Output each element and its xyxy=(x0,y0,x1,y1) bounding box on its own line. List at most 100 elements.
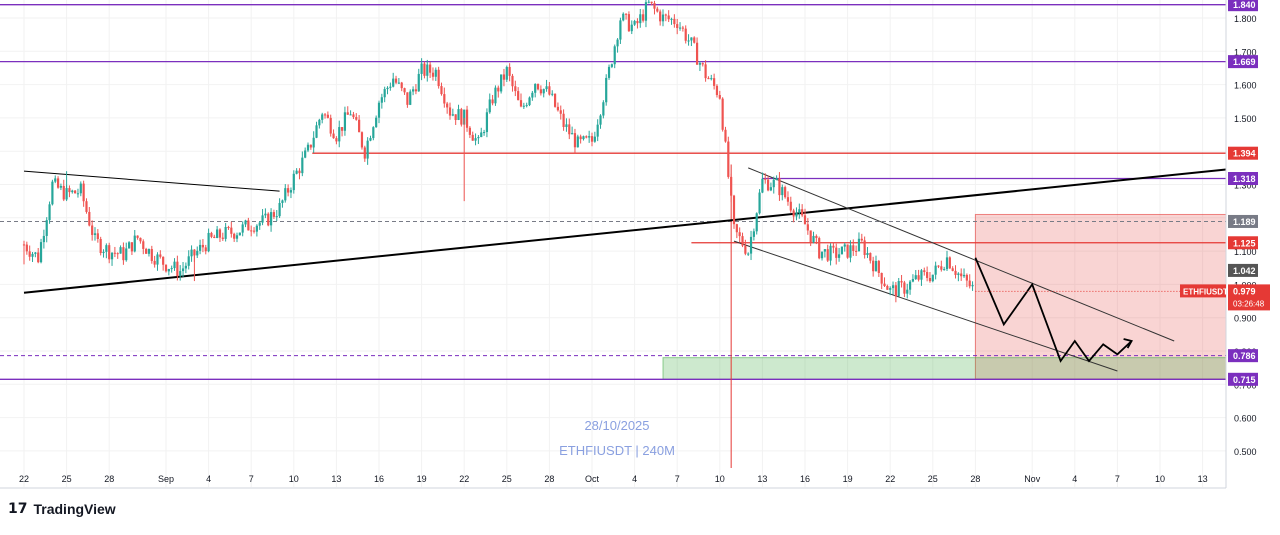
candle-body xyxy=(363,147,366,159)
price-axis[interactable]: 0.5000.6000.7000.8000.9001.0001.1001.200… xyxy=(1234,14,1257,457)
forecast-zigzag xyxy=(974,257,1133,363)
candle-body xyxy=(707,78,710,80)
candle-body xyxy=(747,253,750,255)
candle-body xyxy=(213,236,216,238)
time-tick-label: 13 xyxy=(757,474,767,484)
candle-body xyxy=(460,109,463,125)
candle-body xyxy=(99,238,102,254)
candle-body xyxy=(241,224,244,233)
candle-body xyxy=(786,197,790,202)
time-tick-label: 22 xyxy=(885,474,895,484)
candle-body xyxy=(437,69,440,87)
candle-body xyxy=(957,273,960,275)
candle-body xyxy=(721,98,724,130)
candle-body xyxy=(315,125,318,138)
level-badge-1.394: 1.394 xyxy=(1233,149,1256,159)
candle-body xyxy=(624,13,628,15)
candle-body xyxy=(519,100,523,107)
candle-body xyxy=(403,88,406,93)
candle-body xyxy=(68,188,71,193)
candle-body xyxy=(693,37,696,43)
candle-body xyxy=(908,281,912,290)
candle-body xyxy=(196,250,199,256)
candle-body xyxy=(298,170,301,174)
candle-body xyxy=(687,40,690,42)
candle-body xyxy=(803,215,807,225)
candle-body xyxy=(576,136,579,148)
candle-body xyxy=(869,252,872,261)
candle-body xyxy=(463,109,466,125)
candle-body xyxy=(264,213,267,216)
candle-body xyxy=(312,137,315,148)
level-badge-1.189-bg xyxy=(1228,214,1258,228)
candle-body xyxy=(105,245,108,252)
candle-body xyxy=(272,212,276,217)
candle-body xyxy=(522,105,525,107)
candle-body xyxy=(874,260,878,272)
candle-body xyxy=(113,252,116,254)
candle-body xyxy=(593,136,596,142)
candle-body xyxy=(616,39,619,47)
candle-body xyxy=(971,285,974,287)
candle-body xyxy=(715,85,719,96)
candle-body xyxy=(474,138,477,141)
time-axis[interactable]: 22 25 28 Sep 4 7 10 13 16 19 22 25 28 Oct 4 7 10 13 16 19 22… xyxy=(19,474,1208,484)
candle-body xyxy=(488,99,491,113)
candle-body xyxy=(414,89,418,92)
price-tick-label: 0.600 xyxy=(1234,414,1257,424)
candle-body xyxy=(650,1,653,4)
candle-body xyxy=(775,178,778,180)
candle-body xyxy=(162,256,165,265)
candle-body xyxy=(906,289,909,294)
candle-body xyxy=(108,245,111,260)
candle-body xyxy=(59,185,63,188)
level-badge-1.840: 1.840 xyxy=(1233,0,1256,10)
candle-body xyxy=(607,66,611,78)
candle-body xyxy=(56,178,60,188)
candle-body xyxy=(670,18,673,20)
candle-body xyxy=(860,238,863,241)
candle-body xyxy=(198,244,202,251)
candle-body xyxy=(590,136,594,142)
time-tick-label: 13 xyxy=(331,474,341,484)
price-tick-label: 1.100 xyxy=(1234,247,1257,257)
candle-body xyxy=(556,106,560,111)
candle-body xyxy=(323,114,327,116)
candle-body xyxy=(710,78,713,80)
time-tick-label: 4 xyxy=(206,474,211,484)
candle-body xyxy=(681,27,684,29)
candle-body xyxy=(627,14,631,32)
candle-body xyxy=(525,105,528,107)
candle-body xyxy=(835,247,838,258)
candle-body xyxy=(940,266,943,270)
candle-body xyxy=(417,73,420,92)
candle-body xyxy=(145,248,148,254)
candle-body xyxy=(551,93,554,95)
candle-body xyxy=(911,279,915,282)
price-badges: 1.840 1.669 1.394 1.318 1.189 1.125 0.786 0.715… xyxy=(975,0,1270,386)
candle-body xyxy=(960,273,963,277)
time-tick-label: 19 xyxy=(417,474,427,484)
candle-body xyxy=(235,235,239,239)
candle-body xyxy=(352,114,355,118)
candle-body xyxy=(695,42,699,65)
candle-body xyxy=(900,281,903,283)
candle-body xyxy=(511,75,514,87)
level-badge-1.189: 1.189 xyxy=(1233,217,1256,227)
candle-body xyxy=(193,249,196,256)
candle-body xyxy=(843,244,846,247)
candle-body xyxy=(741,236,744,246)
candle-body xyxy=(130,242,134,252)
current-symbol-label: ETHFIUSDT xyxy=(1183,287,1228,296)
candle-body xyxy=(889,288,892,290)
candle-body xyxy=(653,3,656,9)
candle-body xyxy=(238,232,241,236)
candle-body xyxy=(278,202,281,217)
candle-body xyxy=(116,253,119,255)
candle-body xyxy=(102,251,105,254)
candle-body xyxy=(355,117,358,120)
candle-body xyxy=(886,286,889,290)
candle-body xyxy=(724,129,727,142)
